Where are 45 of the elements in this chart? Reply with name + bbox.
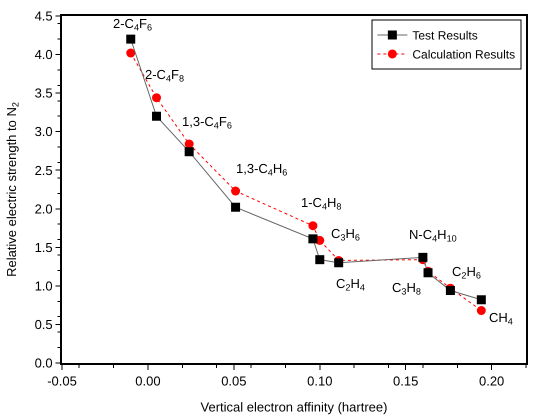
- point: [126, 34, 136, 44]
- annotation: 2-C$_{4}$F$_{8}$: [145, 67, 184, 84]
- annotation: C$_{3}$H$_{8}$: [392, 280, 421, 297]
- y-tick-label: 2.5: [34, 162, 53, 178]
- point: [334, 258, 344, 268]
- point: [418, 252, 428, 262]
- annotation: 2-C$_{4}$F$_{6}$: [113, 16, 152, 33]
- annotation: C$_{3}$H$_{6}$: [331, 226, 360, 243]
- annotation: N-C$_{4}$H$_{10}$: [409, 227, 457, 244]
- point: [126, 48, 136, 58]
- legend-label: Test Results: [412, 28, 478, 43]
- annotation: 1-C$_{4}$H$_{8}$: [301, 195, 342, 212]
- x-tick-label: 0.20: [478, 373, 504, 388]
- y-tick-label: 2.0: [34, 201, 53, 216]
- y-tick-label: 3.5: [34, 86, 53, 101]
- point: [446, 286, 455, 296]
- point: [231, 186, 240, 196]
- x-axis-title: Vertical electron affinity (hartree): [200, 399, 388, 414]
- x-tick-label: 0.15: [393, 373, 418, 388]
- x-tick-label: 0.00: [135, 373, 161, 388]
- x-tick-label: 0.05: [221, 373, 247, 388]
- x-tick-label: -0.05: [47, 373, 77, 388]
- annotation: 1,3-C$_{4}$H$_{6}$: [236, 161, 288, 178]
- annotation: C$_{2}$H$_{6}$: [452, 264, 481, 281]
- point: [152, 112, 162, 121]
- y-tick-label: 1.5: [34, 240, 53, 255]
- y-tick-label: 4.5: [34, 8, 53, 24]
- y-tick-label: 0.0: [34, 356, 53, 371]
- annotation: 1,3-C$_{4}$F$_{6}$: [182, 114, 232, 131]
- x-tick-label: 0.10: [307, 373, 332, 388]
- y-tick-label: 1.0: [34, 278, 53, 294]
- point: [184, 147, 194, 156]
- annotation: C$_{2}$H$_{4}$: [336, 276, 365, 293]
- y-tick-label: 3.0: [34, 124, 53, 140]
- point: [476, 306, 486, 316]
- point: [476, 295, 486, 304]
- point: [315, 255, 324, 264]
- legend-label: Calculation Results: [412, 48, 516, 62]
- point: [152, 93, 162, 102]
- y-tick-label: 0.5: [34, 316, 53, 332]
- point: [308, 221, 318, 230]
- y-tick-label: 4.0: [34, 47, 53, 62]
- annotation: CH$_{4}$: [489, 310, 513, 327]
- point: [308, 234, 318, 244]
- point: [231, 202, 240, 212]
